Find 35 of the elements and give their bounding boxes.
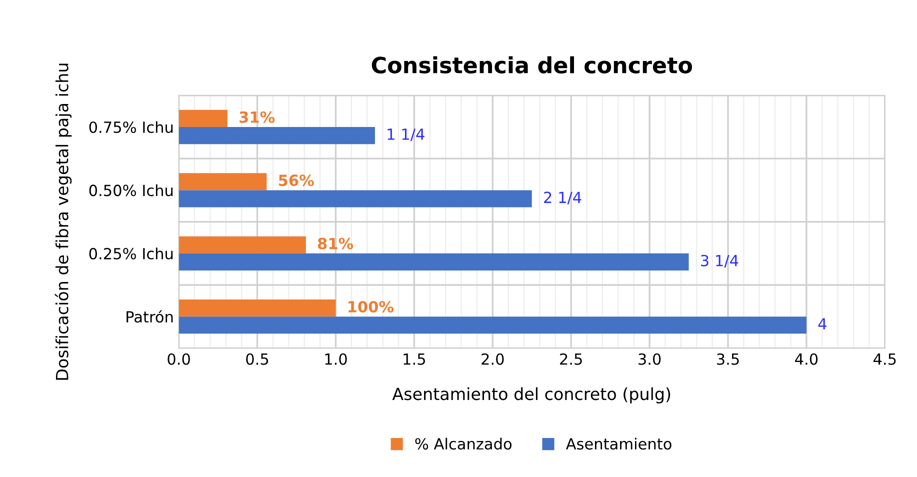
y-tick-label: 0.25% Ichu: [89, 248, 173, 260]
bar: [178, 236, 306, 254]
legend-label: % Alcanzado: [415, 438, 512, 450]
x-tick-label: 3.5: [717, 353, 739, 365]
x-axis-title: Asentamiento del concreto (pulg): [392, 387, 670, 404]
y-tick-label: 0.75% Ichu: [89, 121, 173, 134]
x-tick-label: 4.0: [795, 353, 818, 365]
x-tick-label: 0.0: [168, 353, 190, 365]
x-tick-label: 3.0: [638, 353, 661, 365]
bar: [178, 300, 336, 317]
x-tick-label: 0.5: [246, 353, 268, 365]
data-label: 81%: [318, 238, 354, 250]
legend-label: Asentamiento: [566, 438, 672, 450]
x-tick-label: 2.5: [560, 353, 582, 365]
data-label: 100%: [348, 300, 394, 313]
bar: [178, 190, 532, 208]
data-label: 2 1/4: [544, 192, 582, 204]
data-label: 56%: [278, 174, 314, 186]
bar: [178, 316, 806, 334]
bar: [178, 110, 228, 127]
bar: [178, 127, 375, 144]
data-label: 4: [818, 318, 826, 330]
data-label: 3 1/4: [701, 254, 738, 268]
x-tick-label: 4.5: [874, 354, 896, 365]
bar: [178, 253, 689, 270]
bar: [178, 173, 267, 190]
x-tick-label: 1.0: [325, 353, 347, 365]
y-tick-label: 0.50% Ichu: [89, 184, 173, 196]
x-tick-label: 2.0: [482, 353, 504, 365]
y-axis-title: Dosificación de fibra vegetal paja ichu: [54, 64, 72, 380]
data-label: 1 1/4: [388, 128, 424, 142]
chart-title: Consistencia del concreto: [372, 56, 692, 74]
data-label: 31%: [240, 111, 275, 123]
y-tick-label: Patrón: [126, 310, 173, 323]
x-tick-label: 1.5: [404, 354, 425, 365]
